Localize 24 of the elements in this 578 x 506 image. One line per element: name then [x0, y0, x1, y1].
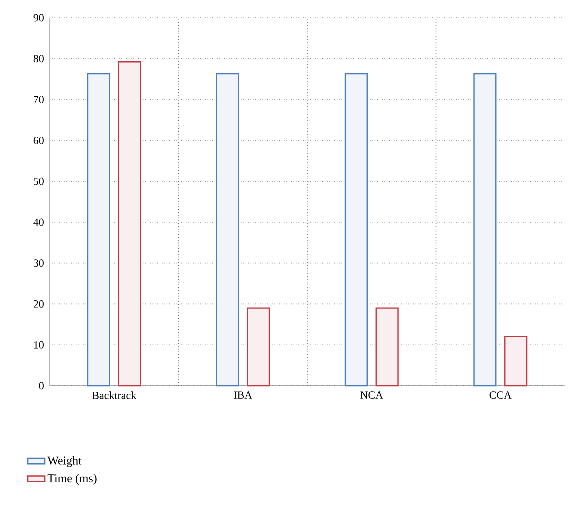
y-tick-label: 40 — [34, 218, 44, 226]
y-tick-label: 30 — [34, 260, 44, 268]
bar — [344, 73, 368, 387]
x-tick-label: IBA — [234, 392, 252, 399]
bar — [247, 308, 270, 387]
y-tick-label: 20 — [34, 300, 44, 308]
x-tick-label: NCA — [360, 392, 384, 399]
bar — [474, 73, 497, 387]
legend-label: Weight — [48, 456, 82, 468]
y-tick-label: 60 — [34, 136, 44, 144]
bar — [504, 336, 528, 387]
y-tick-label: 50 — [34, 178, 44, 186]
y-tick-label: 90 — [34, 14, 44, 22]
y-tick-label: 0 — [39, 382, 44, 390]
bar — [87, 73, 110, 387]
bar — [216, 73, 240, 387]
legend-label: Time (ms) — [48, 474, 97, 486]
bar — [376, 308, 399, 387]
bar — [118, 62, 142, 387]
x-tick-label: CCA — [490, 392, 512, 399]
y-tick-label: 70 — [34, 96, 44, 104]
y-tick-label: 10 — [34, 341, 44, 349]
y-tick-label: 80 — [34, 55, 44, 63]
x-tick-label: Backtrack — [92, 392, 137, 400]
